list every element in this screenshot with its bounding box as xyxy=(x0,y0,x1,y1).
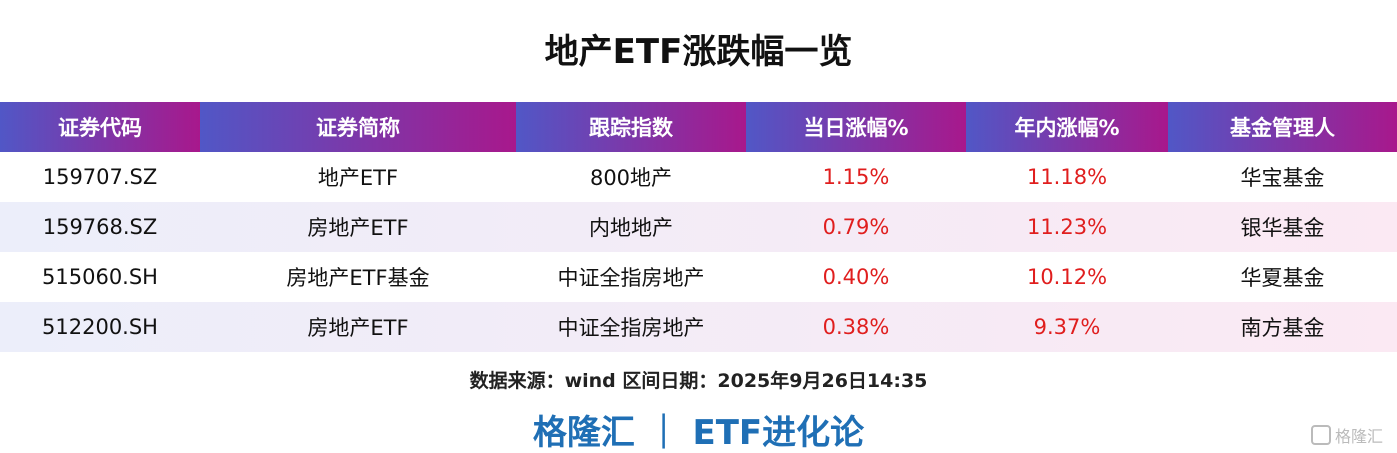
title: 地产ETF涨跌幅一览 xyxy=(544,32,853,72)
table-cell: 515060.SH xyxy=(42,265,158,289)
header-cell: 证券代码 xyxy=(0,102,200,152)
table-cell: 华夏基金 xyxy=(1240,266,1325,290)
table-row: 512200.SH 房地产ETF 中证全指房地产 0.38% 9.37% 南方基金 xyxy=(0,302,1397,352)
header-cell: 年内涨幅% xyxy=(966,102,1168,152)
table-cell: 159768.SZ xyxy=(42,215,158,239)
table-cell: 地产ETF xyxy=(317,166,399,190)
table-cell: 11.23% xyxy=(1026,215,1108,239)
header-cell: 当日涨幅% xyxy=(746,102,966,152)
header-cell: 基金管理人 xyxy=(1168,102,1397,152)
source: 数据来源：wind 区间日期：2025年9月26日14:35 xyxy=(469,370,928,392)
table-cell: 10.12% xyxy=(1026,265,1108,289)
table-cell: 0.38% xyxy=(822,315,890,339)
table: 证券代码 证券简称 跟踪指数 当日涨幅% 年内涨幅% 基金管理人 159707.SZ 地产ET… xyxy=(0,102,1397,352)
table-cell: 1.15% xyxy=(822,165,890,189)
table-row: 159707.SZ 地产ETF 800地产 1.15% 11.18% 华宝基金 xyxy=(0,152,1397,202)
header-cell: 跟踪指数 xyxy=(516,102,746,152)
table-row: 159768.SZ 房地产ETF 内地地产 0.79% 11.23% 银华基金 xyxy=(0,202,1397,252)
table-cell: 中证全指房地产 xyxy=(557,266,705,290)
table-cell: 银华基金 xyxy=(1240,216,1325,240)
watermark: 格隆汇 xyxy=(1310,423,1383,447)
table-cell: 0.40% xyxy=(822,265,890,289)
table-row: 515060.SH 房地产ETF基金 中证全指房地产 0.40% 10.12% 华夏基金 xyxy=(0,252,1397,302)
watermark-text: 格隆汇 xyxy=(1334,427,1383,446)
table-cell: 房地产ETF xyxy=(307,316,409,340)
header-row: 证券代码 证券简称 跟踪指数 当日涨幅% 年内涨幅% 基金管理人 xyxy=(0,102,1397,152)
header-cell: 证券简称 xyxy=(200,102,516,152)
table-cell: 房地产ETF基金 xyxy=(286,266,430,290)
footer-brand: 格隆汇 ｜ ETF进化论 xyxy=(532,413,865,453)
table-cell: 南方基金 xyxy=(1240,316,1325,340)
table-cell: 内地地产 xyxy=(589,216,673,240)
table-cell: 512200.SH xyxy=(42,315,158,339)
table-cell: 159707.SZ xyxy=(42,165,158,189)
table-cell: 9.37% xyxy=(1033,315,1101,339)
table-cell: 华宝基金 xyxy=(1240,166,1325,190)
table-cell: 11.18% xyxy=(1026,165,1108,189)
table-cell: 中证全指房地产 xyxy=(557,316,705,340)
table-cell: 800地产 xyxy=(589,166,673,190)
table-cell: 0.79% xyxy=(822,215,890,239)
table-cell: 房地产ETF xyxy=(307,216,409,240)
watermark-icon xyxy=(1310,425,1331,445)
